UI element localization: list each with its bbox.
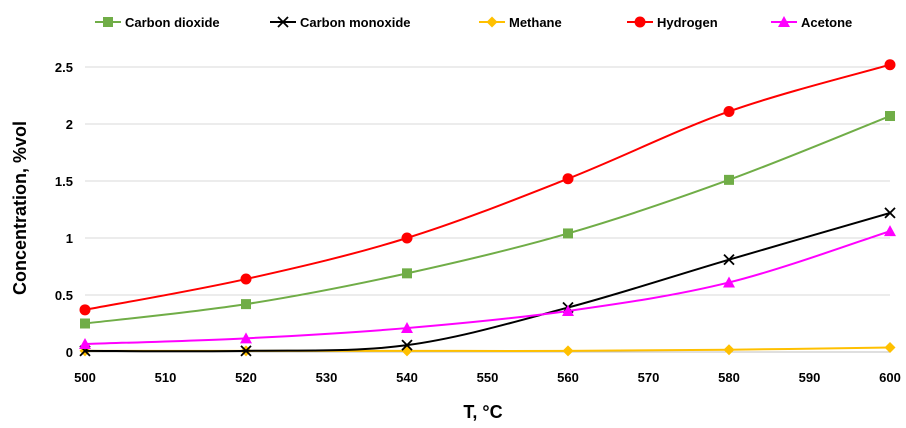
x-tick-label: 520 xyxy=(235,370,257,385)
x-tick-label: 560 xyxy=(557,370,579,385)
legend-marker-hydrogen xyxy=(634,16,646,28)
data-point-carbon-monoxide xyxy=(240,345,252,357)
legend-item-methane: Methane xyxy=(479,15,562,30)
legend-item-hydrogen: Hydrogen xyxy=(627,15,718,30)
x-tick-label: 590 xyxy=(799,370,821,385)
x-tick-label: 510 xyxy=(155,370,177,385)
data-point-hydrogen xyxy=(401,232,413,244)
series-line-acetone xyxy=(84,230,891,346)
y-tick-label: 1.5 xyxy=(55,174,73,189)
y-tick-labels: 0 0.5 1 1.5 2 2.5 xyxy=(55,60,73,360)
data-point-carbon-dioxide xyxy=(885,111,895,122)
y-axis-label: Concentration, %vol xyxy=(10,121,30,295)
legend-item-acetone: Acetone xyxy=(771,15,852,30)
y-tick-label: 2 xyxy=(66,117,73,132)
x-tick-label: 530 xyxy=(316,370,338,385)
legend-marker-acetone xyxy=(778,16,790,27)
data-point-acetone xyxy=(562,304,574,316)
legend-label-methane: Methane xyxy=(509,15,562,30)
x-tick-label: 570 xyxy=(638,370,660,385)
x-tick-label: 500 xyxy=(74,370,96,385)
legend-label-carbon-monoxide: Carbon monoxide xyxy=(300,15,411,30)
series-methane xyxy=(79,341,896,357)
data-point-carbon-monoxide xyxy=(884,207,896,219)
legend-item-carbon-dioxide: Carbon dioxide xyxy=(95,15,220,30)
data-point-carbon-dioxide xyxy=(402,268,412,279)
series-acetone xyxy=(79,225,896,350)
x-tick-label: 550 xyxy=(477,370,499,385)
legend-label-hydrogen: Hydrogen xyxy=(657,15,718,30)
data-point-carbon-dioxide xyxy=(241,299,251,310)
data-point-acetone xyxy=(401,322,413,334)
legend-marker-methane xyxy=(486,16,498,28)
data-point-methane xyxy=(401,345,413,357)
data-point-hydrogen xyxy=(723,105,735,117)
series-line-carbon-monoxide xyxy=(84,211,891,353)
data-point-acetone xyxy=(884,225,896,237)
legend-label-carbon-dioxide: Carbon dioxide xyxy=(125,15,220,30)
series-line-carbon-dioxide xyxy=(84,115,891,325)
data-point-carbon-dioxide xyxy=(724,174,734,185)
x-tick-label: 540 xyxy=(396,370,418,385)
data-point-carbon-monoxide xyxy=(401,339,413,351)
series-carbon-dioxide xyxy=(80,111,895,329)
data-point-carbon-monoxide xyxy=(723,254,735,266)
data-point-methane xyxy=(562,345,574,357)
data-point-hydrogen xyxy=(240,273,252,285)
gridlines xyxy=(85,66,890,296)
data-point-methane xyxy=(723,344,735,356)
data-point-hydrogen xyxy=(79,304,91,316)
data-point-acetone xyxy=(723,276,735,288)
data-point-hydrogen xyxy=(562,173,574,185)
series-hydrogen xyxy=(79,59,896,316)
data-point-methane xyxy=(884,341,896,353)
x-tick-label: 600 xyxy=(879,370,901,385)
data-point-acetone xyxy=(79,338,91,350)
data-point-carbon-dioxide xyxy=(563,228,573,239)
series-line-hydrogen xyxy=(84,63,891,311)
legend-marker-carbon-dioxide xyxy=(103,17,113,27)
legend: Carbon dioxide Carbon monoxide Methane Hydr… xyxy=(95,15,852,30)
data-point-acetone xyxy=(240,332,252,344)
y-tick-label: 2.5 xyxy=(55,60,73,75)
legend-marker-carbon-monoxide xyxy=(277,16,289,28)
series-carbon-monoxide xyxy=(79,207,896,357)
y-tick-label: 1 xyxy=(66,231,73,246)
legend-item-carbon-monoxide: Carbon monoxide xyxy=(270,15,411,30)
y-tick-label: 0 xyxy=(66,345,73,360)
data-point-carbon-dioxide xyxy=(80,318,90,329)
x-tick-label: 580 xyxy=(718,370,740,385)
series-group xyxy=(79,59,896,357)
legend-label-acetone: Acetone xyxy=(801,15,852,30)
x-axis-label: T, °C xyxy=(463,402,502,422)
x-tick-labels: 500 510 520 530 540 550 560 570 580 590 600 xyxy=(74,370,901,385)
data-point-hydrogen xyxy=(884,59,896,71)
y-tick-label: 0.5 xyxy=(55,288,73,303)
